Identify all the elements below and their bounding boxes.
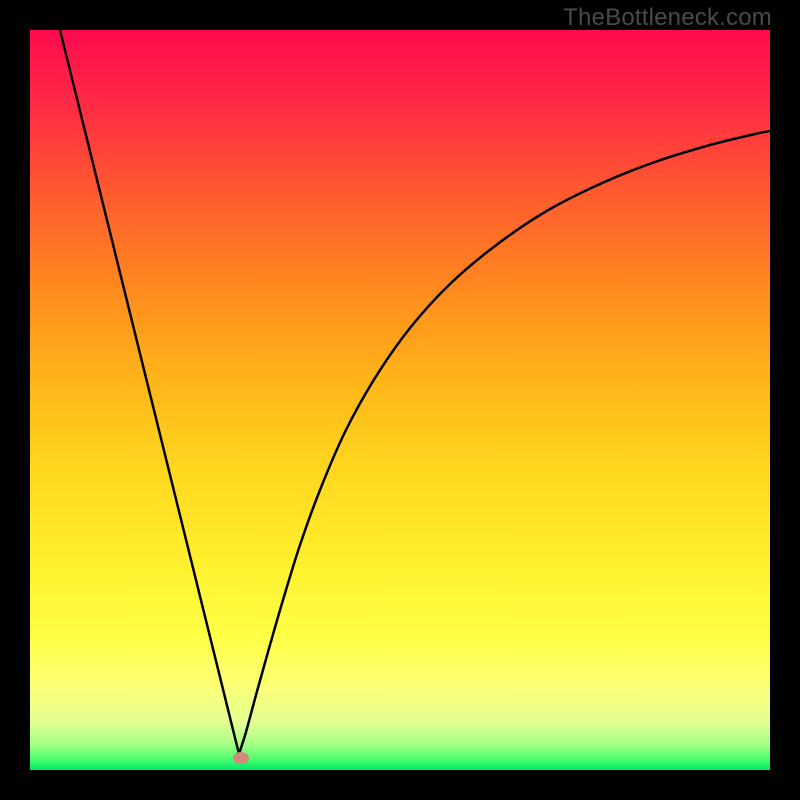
watermark-text: TheBottleneck.com [563,4,772,32]
bottleneck-curve [0,0,800,800]
minimum-marker-dot [233,752,249,764]
chart-container: TheBottleneck.com [0,0,800,800]
